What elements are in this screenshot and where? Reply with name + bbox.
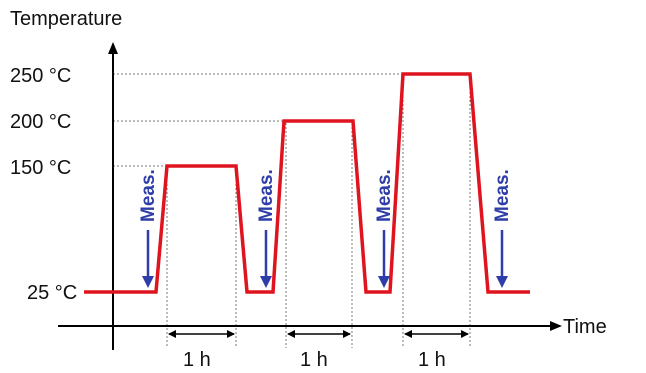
y-axis-label: Temperature — [10, 8, 122, 30]
y-tick-250: 250 °C — [10, 65, 71, 87]
meas-label-2: Meas. — [256, 169, 277, 222]
meas-arrowhead-1 — [142, 276, 154, 288]
duration-label-3: 1 h — [418, 349, 446, 371]
meas-arrowhead-4 — [496, 276, 508, 288]
meas-label-1: Meas. — [138, 169, 159, 222]
temperature-profile-line — [84, 72, 530, 294]
y-tick-25: 25 °C — [27, 282, 77, 304]
y-tick-200: 200 °C — [10, 111, 71, 133]
duration-label-1: 1 h — [183, 349, 211, 371]
y-tick-150: 150 °C — [10, 157, 71, 179]
meas-label-3: Meas. — [374, 169, 395, 222]
meas-arrowhead-2 — [260, 276, 272, 288]
meas-arrowhead-3 — [378, 276, 390, 288]
duration-label-2: 1 h — [300, 349, 328, 371]
meas-label-4: Meas. — [492, 169, 513, 222]
x-axis-label: Time — [563, 316, 607, 338]
